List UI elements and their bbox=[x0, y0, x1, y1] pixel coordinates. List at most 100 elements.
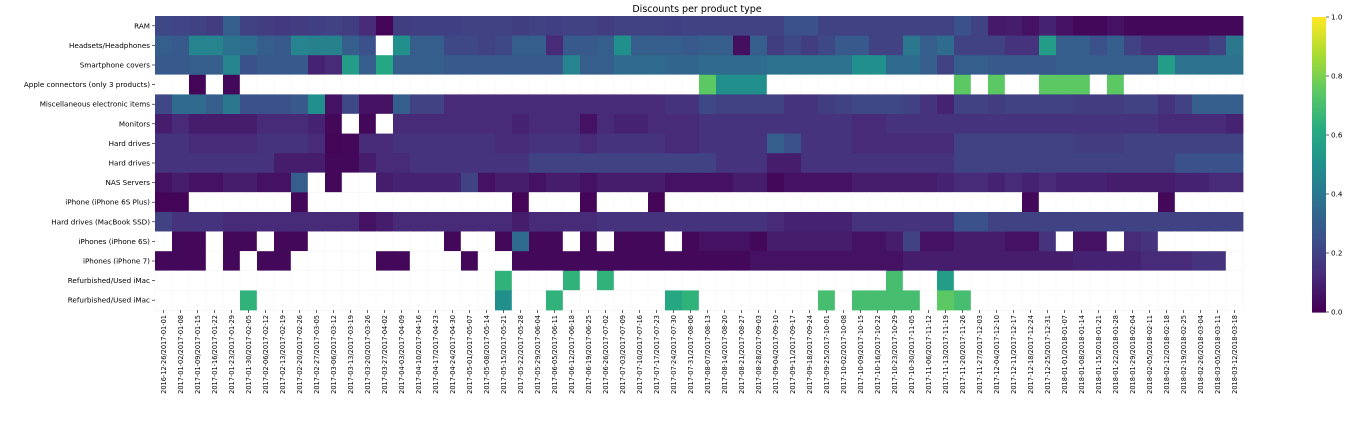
heatmap-cell bbox=[478, 94, 496, 115]
heatmap-cell bbox=[1192, 153, 1210, 174]
heatmap-cell bbox=[1022, 172, 1040, 193]
heatmap-cell bbox=[937, 16, 955, 36]
heatmap-cell bbox=[852, 172, 870, 193]
heatmap-cell bbox=[886, 290, 904, 311]
heatmap-cell bbox=[851, 270, 870, 291]
heatmap-cell bbox=[257, 114, 275, 134]
heatmap-cell bbox=[1157, 290, 1176, 311]
heatmap-cell bbox=[580, 55, 598, 76]
heatmap-cell bbox=[784, 133, 802, 154]
heatmap-cell bbox=[1141, 94, 1159, 115]
heatmap-cell bbox=[596, 192, 615, 213]
heatmap-cell bbox=[1005, 251, 1023, 272]
heatmap-cell bbox=[1192, 35, 1210, 56]
heatmap-cell bbox=[1107, 212, 1125, 232]
heatmap-cell bbox=[342, 35, 360, 56]
heatmap-cell bbox=[444, 114, 462, 134]
heatmap-cell bbox=[835, 133, 853, 154]
heatmap-cell bbox=[597, 16, 615, 36]
heatmap-cell bbox=[648, 172, 666, 193]
heatmap-cell bbox=[274, 114, 292, 134]
heatmap-cell bbox=[443, 270, 462, 291]
heatmap-cell bbox=[495, 133, 513, 154]
heatmap-cell bbox=[631, 133, 649, 154]
heatmap-cell bbox=[461, 114, 479, 134]
heatmap-cell bbox=[988, 133, 1006, 154]
heatmap-cell bbox=[886, 153, 904, 174]
heatmap-cell bbox=[1191, 74, 1210, 96]
heatmap-cell bbox=[1175, 94, 1193, 115]
colorbar-segment bbox=[1312, 169, 1326, 173]
heatmap-cell bbox=[409, 290, 428, 311]
heatmap-cell bbox=[630, 270, 649, 291]
column-label: 2017-05-08/2017-05-14 bbox=[483, 315, 491, 394]
heatmap-cell bbox=[512, 172, 530, 193]
heatmap-cell bbox=[393, 114, 411, 134]
column-label: 2017-05-15/2017-05-21 bbox=[500, 315, 508, 394]
heatmap-cell bbox=[953, 192, 972, 213]
column-label: 2017-07-03/2017-07-09 bbox=[619, 315, 627, 394]
heatmap-cell bbox=[733, 172, 751, 193]
heatmap-cell bbox=[461, 251, 479, 272]
heatmap-cell bbox=[750, 153, 768, 174]
heatmap-cell bbox=[359, 133, 377, 154]
heatmap-cell bbox=[579, 74, 598, 96]
heatmap-cell bbox=[665, 251, 683, 272]
heatmap-cell bbox=[920, 172, 938, 193]
heatmap-cell bbox=[410, 114, 428, 134]
heatmap-cell bbox=[1107, 94, 1125, 115]
column-label: 2017-10-23/2017-10-29 bbox=[891, 315, 899, 394]
colorbar-segment bbox=[1312, 117, 1326, 121]
heatmap-cell bbox=[903, 290, 921, 311]
column-label: 2017-08-14/2017-08-20 bbox=[721, 315, 729, 394]
colorbar-segment bbox=[1312, 270, 1326, 274]
heatmap-cell bbox=[529, 114, 547, 134]
heatmap-cell bbox=[987, 290, 1006, 311]
heatmap-cell bbox=[206, 35, 224, 56]
heatmap-cell bbox=[1022, 231, 1040, 252]
heatmap-cell bbox=[189, 153, 207, 174]
column-label: 2017-08-07/2017-08-13 bbox=[704, 315, 712, 394]
heatmap-cell bbox=[478, 55, 496, 76]
heatmap-cell bbox=[937, 172, 955, 193]
heatmap-cell bbox=[444, 94, 462, 115]
heatmap-cell bbox=[189, 212, 207, 232]
heatmap-cell bbox=[1039, 153, 1057, 174]
heatmap-cell bbox=[733, 114, 751, 134]
heatmap-cell bbox=[1073, 133, 1091, 154]
colorbar-segment bbox=[1312, 201, 1326, 205]
heatmap-cell bbox=[189, 172, 207, 193]
heatmap-cell bbox=[358, 172, 377, 194]
heatmap-cell bbox=[682, 55, 700, 76]
column-label: 2018-02-12/2018-02-18 bbox=[1163, 315, 1171, 394]
colorbar-segment bbox=[1312, 103, 1326, 107]
heatmap-cell bbox=[375, 231, 394, 252]
heatmap-cell bbox=[154, 231, 173, 252]
heatmap-cell bbox=[546, 172, 564, 193]
heatmap-cell bbox=[698, 270, 717, 291]
heatmap-cell bbox=[205, 290, 224, 311]
colorbar-segment bbox=[1312, 289, 1326, 293]
heatmap-cell bbox=[495, 153, 513, 174]
heatmap-cell bbox=[800, 290, 819, 311]
colorbar-segment bbox=[1312, 122, 1326, 126]
heatmap-cell bbox=[1056, 74, 1074, 95]
column-label: 2016-12-26/2017-01-01 bbox=[160, 315, 168, 394]
heatmap-cell bbox=[851, 192, 870, 213]
heatmap-cell bbox=[1192, 114, 1210, 134]
heatmap-cell bbox=[1123, 270, 1142, 291]
heatmap-cell bbox=[1004, 290, 1023, 311]
heatmap-cell bbox=[954, 133, 972, 154]
colorbar-segment bbox=[1312, 181, 1326, 185]
colorbar-segment bbox=[1312, 132, 1326, 136]
heatmap-cell bbox=[767, 94, 785, 115]
heatmap-cell bbox=[903, 172, 921, 193]
heatmap-cell bbox=[1158, 251, 1176, 272]
heatmap-cell bbox=[1005, 231, 1023, 252]
heatmap-cell bbox=[239, 250, 258, 272]
heatmap-cell bbox=[597, 55, 615, 76]
heatmap-cell bbox=[1021, 290, 1040, 311]
heatmap-cell bbox=[392, 290, 411, 311]
heatmap-cell bbox=[869, 114, 887, 134]
heatmap-cell bbox=[1157, 231, 1176, 252]
